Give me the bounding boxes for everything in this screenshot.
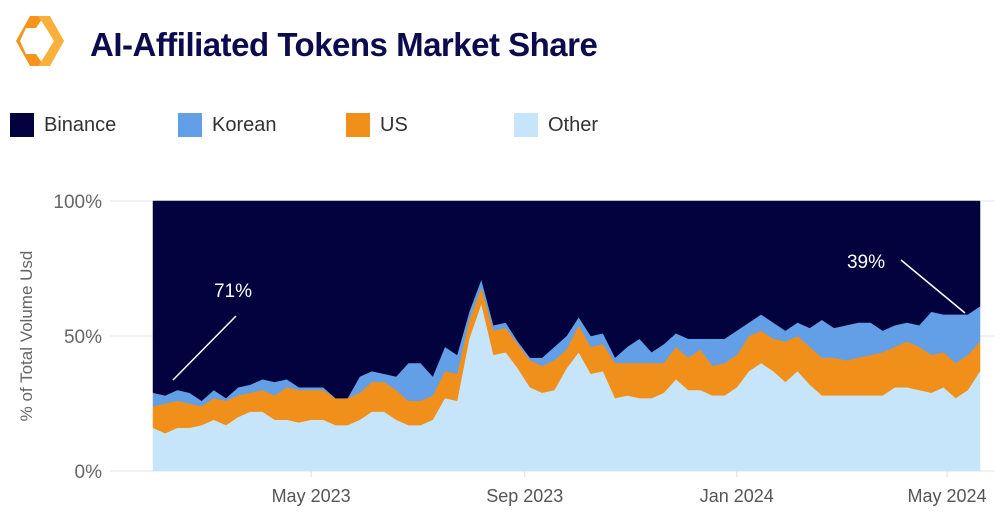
annotation-label: 39% — [847, 252, 885, 273]
legend-label: Korean — [212, 113, 277, 136]
area-binance — [152, 200, 981, 402]
annotation-label: 71% — [214, 281, 252, 302]
legend-item-binance: Binance — [10, 113, 116, 137]
legend-label: Binance — [44, 113, 117, 136]
legend-label: Other — [548, 113, 599, 136]
legend-label: US — [380, 113, 408, 136]
legend-swatch-us — [346, 113, 370, 137]
annotation-leader-line — [172, 315, 237, 381]
y-tick-label: 0% — [75, 462, 103, 483]
legend-swatch-binance — [10, 113, 34, 137]
x-tick-label: Jan 2024 — [700, 486, 774, 506]
legend-item-korean: Korean — [178, 113, 277, 137]
x-tick-label: May 2024 — [907, 486, 986, 506]
x-tick-label: May 2023 — [272, 486, 351, 506]
legend-item-us: US — [346, 113, 408, 137]
legend-item-other: Other — [514, 113, 598, 137]
x-tick-label: Sep 2023 — [486, 486, 563, 506]
legend-swatch-korean — [178, 113, 202, 137]
y-tick-label: 50% — [64, 327, 102, 348]
orange-hexagon-logo — [16, 16, 64, 66]
chart-title: AI-Affiliated Tokens Market Share — [90, 26, 598, 63]
y-axis-label: % of Total Volume Usd — [17, 251, 36, 422]
y-tick-label: 100% — [53, 192, 102, 213]
annotation-leader-line — [900, 259, 966, 314]
legend-swatch-other — [514, 113, 538, 137]
